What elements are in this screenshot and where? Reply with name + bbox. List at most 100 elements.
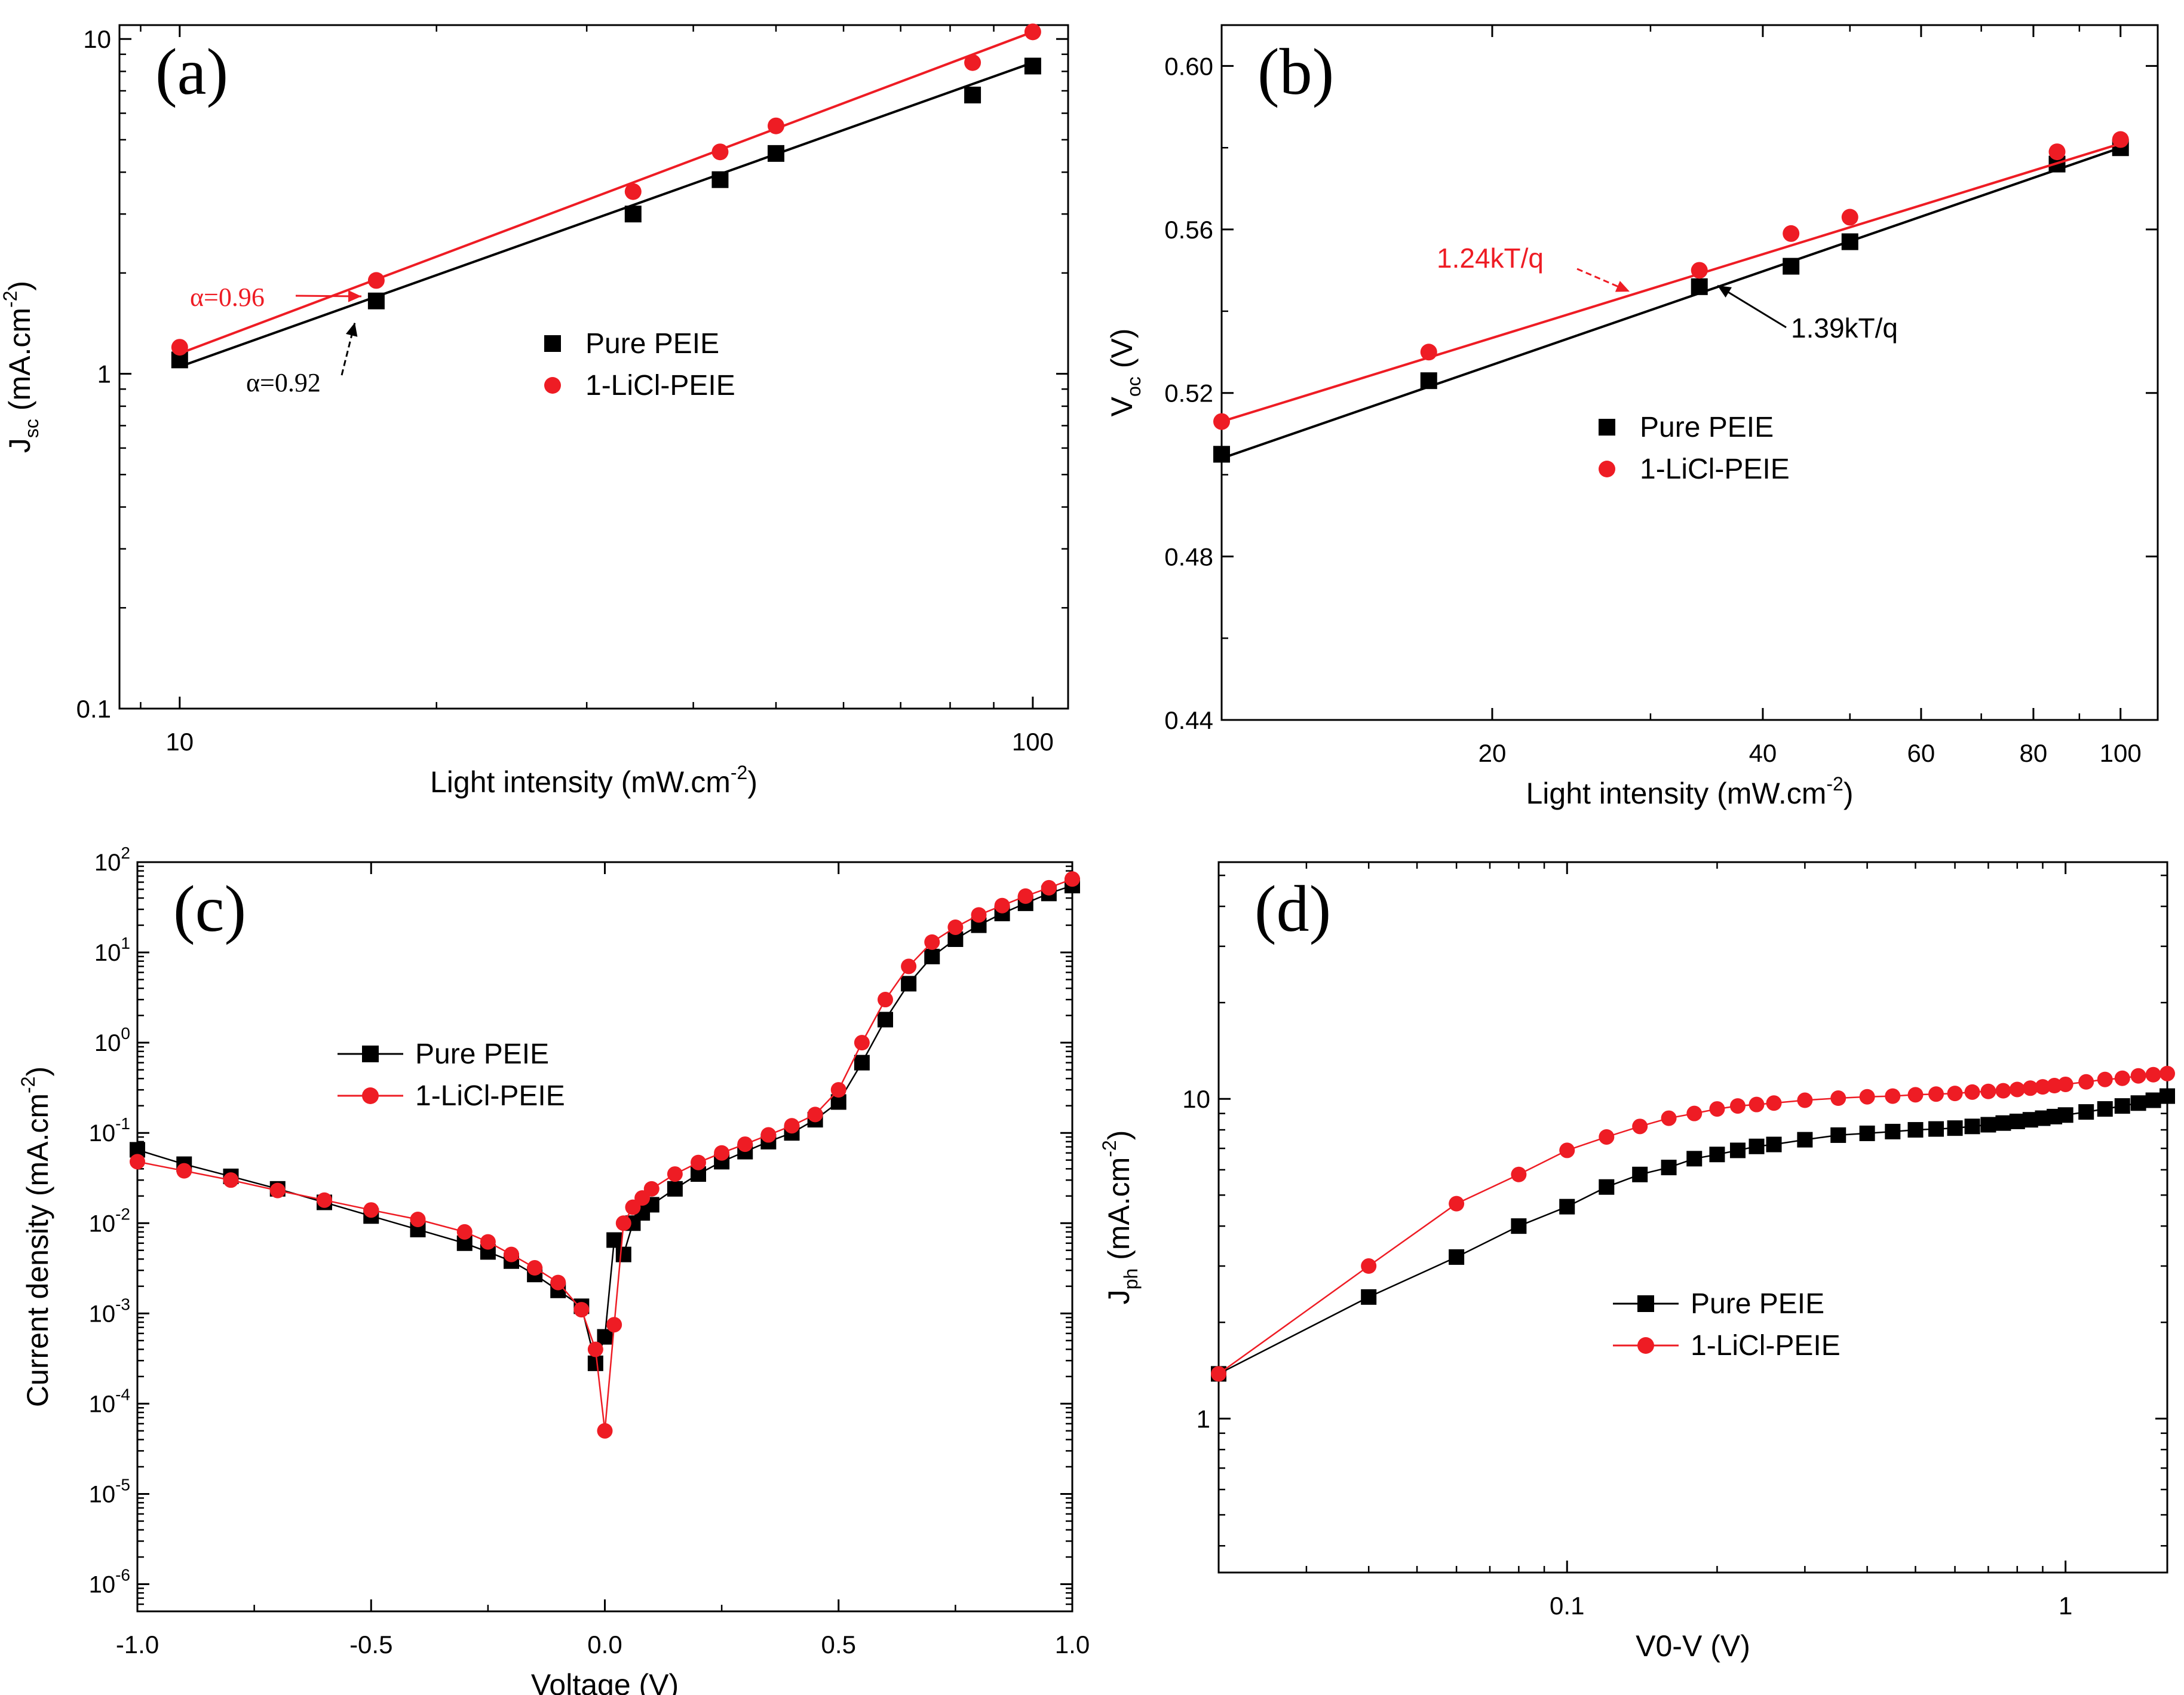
legend-label: 1-LiCl-PEIE xyxy=(585,370,735,401)
data-point xyxy=(1859,1089,1875,1105)
series-licl-peie xyxy=(130,871,1080,1439)
data-point xyxy=(587,1355,603,1371)
legend-marker xyxy=(1637,1337,1654,1354)
data-point xyxy=(2130,1068,2146,1084)
data-point xyxy=(2114,1070,2130,1086)
annotation-alpha-pure: α=0.92 xyxy=(246,368,321,397)
data-point xyxy=(2057,1076,2073,1092)
y-tick-label: 0.60 xyxy=(1164,52,1213,80)
x-axis-label: V0-V (V) xyxy=(1636,1629,1750,1663)
data-point xyxy=(2160,1088,2175,1104)
data-point xyxy=(615,1215,631,1231)
x-tick-label: 80 xyxy=(2020,739,2048,767)
y-tick-label: 0.56 xyxy=(1164,216,1213,244)
data-point xyxy=(711,143,729,161)
data-point xyxy=(1947,1086,1963,1102)
series-licl-peie xyxy=(171,23,1041,356)
data-point xyxy=(1449,1196,1465,1212)
legend-b: Pure PEIE 1-LiCl-PEIE xyxy=(1599,412,1790,485)
data-point xyxy=(1797,1092,1813,1108)
x-axis-label: Voltage (V) xyxy=(531,1668,679,1695)
annotation-arrow-b-licl xyxy=(1576,268,1630,293)
data-point xyxy=(1511,1218,1527,1234)
data-point xyxy=(573,1302,590,1318)
data-point xyxy=(643,1181,660,1197)
panel-a: 10 100 0.1 1 10 Light intensity (mW.cm-2) Jsc … xyxy=(0,23,1069,799)
data-point xyxy=(1749,1096,1765,1112)
arrow-head xyxy=(1615,281,1630,292)
data-point xyxy=(2160,1065,2175,1081)
series-pure-peie xyxy=(171,57,1041,369)
data-point xyxy=(737,1136,753,1153)
data-point xyxy=(1928,1086,1944,1102)
data-point xyxy=(1766,1136,1782,1153)
panel-label: (d) xyxy=(1254,872,1331,945)
data-point xyxy=(1449,1249,1465,1265)
data-point xyxy=(1065,871,1080,887)
x-tick-label: -1.0 xyxy=(116,1630,159,1659)
data-point xyxy=(1783,225,1800,242)
annotation-arrow-pure xyxy=(341,322,358,376)
legend-c: Pure PEIE 1-LiCl-PEIE xyxy=(338,1038,565,1112)
data-point xyxy=(367,272,385,289)
x-tick-label: 100 xyxy=(2100,739,2142,767)
data-point xyxy=(1017,888,1033,904)
y-tick-label: 102 xyxy=(94,844,130,876)
legend-marker xyxy=(1637,1295,1654,1312)
data-point xyxy=(527,1260,543,1276)
data-point xyxy=(854,1035,870,1051)
data-point xyxy=(1361,1289,1377,1305)
data-point xyxy=(363,1202,379,1218)
data-point xyxy=(1980,1083,1996,1099)
panel-label: (a) xyxy=(155,35,228,108)
arrow-shaft xyxy=(1717,284,1787,329)
y-tick-label: 10-4 xyxy=(89,1385,130,1417)
data-point xyxy=(2145,1066,2161,1083)
x-tick-label: 100 xyxy=(1012,728,1054,756)
data-point xyxy=(667,1166,683,1182)
data-point xyxy=(317,1192,332,1208)
legend-label: 1-LiCl-PEIE xyxy=(415,1080,565,1112)
data-point xyxy=(171,339,188,356)
annotation-ideality-pure: 1.39kT/q xyxy=(1791,312,1898,344)
data-point xyxy=(1928,1121,1944,1137)
series-line xyxy=(1218,1072,2168,1375)
y-tick-label: 1 xyxy=(1197,1405,1210,1433)
data-point xyxy=(1907,1087,1924,1103)
data-point xyxy=(711,171,729,188)
x-tick-label: 1 xyxy=(2059,1592,2072,1620)
y-tick-label: 101 xyxy=(94,934,130,966)
data-point xyxy=(994,897,1010,914)
axes-frame xyxy=(1220,24,2159,721)
data-point xyxy=(767,117,784,134)
x-tick-label: -0.5 xyxy=(349,1630,392,1659)
data-point xyxy=(1599,1129,1615,1145)
data-point xyxy=(1361,1258,1377,1274)
arrow-head xyxy=(1717,286,1732,298)
data-point xyxy=(269,1182,286,1199)
panel-label: (c) xyxy=(173,872,246,945)
y-tick-label: 1 xyxy=(97,360,111,388)
y-tick-label: 10-5 xyxy=(89,1475,130,1507)
data-point xyxy=(964,54,981,71)
data-point xyxy=(1995,1083,2011,1099)
data-point xyxy=(964,87,981,104)
legend-d: Pure PEIE 1-LiCl-PEIE xyxy=(1613,1288,1841,1362)
data-point xyxy=(1907,1122,1924,1138)
data-point xyxy=(924,934,940,950)
data-point xyxy=(1885,1123,1901,1139)
data-point xyxy=(615,1246,631,1262)
data-point xyxy=(1995,1115,2011,1131)
data-point xyxy=(1830,1127,1846,1143)
y-axis-label: Jsc (mA.cm-2) xyxy=(0,281,42,453)
legend-marker xyxy=(1599,419,1615,436)
legend-marker xyxy=(362,1087,379,1104)
data-point xyxy=(480,1234,496,1250)
data-point xyxy=(1766,1095,1782,1111)
y-axis-label: Jph (mA.cm-2) xyxy=(1099,1130,1142,1305)
data-point xyxy=(1709,1147,1725,1163)
y-tick-label: 10-6 xyxy=(89,1566,130,1598)
axes-frame xyxy=(1217,861,2168,1574)
data-point xyxy=(2022,1080,2038,1096)
data-point xyxy=(1211,1366,1226,1382)
